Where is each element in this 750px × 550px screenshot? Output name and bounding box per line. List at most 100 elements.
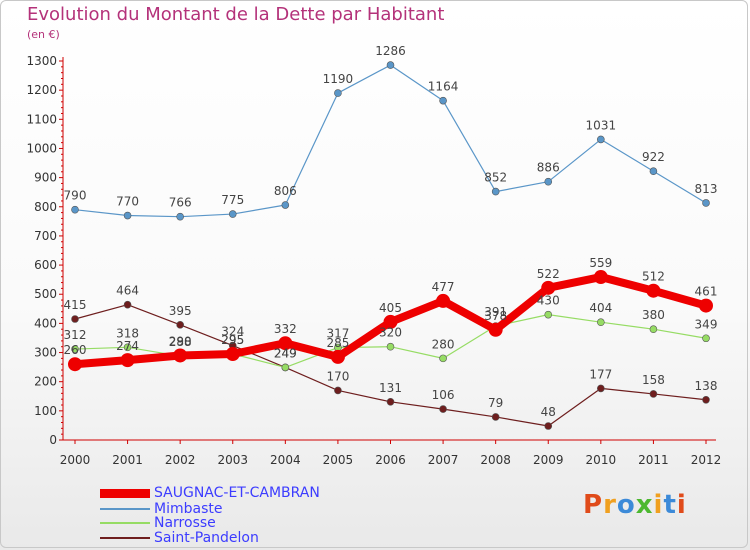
data-label-mimbaste: 886: [537, 161, 560, 175]
data-label-narrosse: 317: [326, 327, 349, 341]
data-point-mimbaste: [176, 212, 184, 221]
data-label-saint-pandelon: 106: [432, 388, 455, 402]
legend-item: Narrosse: [100, 515, 216, 531]
data-point-narrosse: [649, 325, 658, 334]
data-point-saugnac-et-cambran: [120, 353, 135, 368]
x-tick-label: 2001: [112, 453, 143, 467]
y-tick-label: 600: [34, 258, 57, 272]
data-label-narrosse: 312: [64, 328, 87, 342]
data-point-saugnac-et-cambran: [383, 314, 398, 329]
data-point-saint-pandelon: [491, 413, 500, 421]
legend-label: Narrosse: [154, 515, 216, 531]
data-point-saint-pandelon: [702, 395, 710, 404]
data-point-saugnac-et-cambran: [699, 298, 713, 313]
data-point-mimbaste: [281, 201, 290, 209]
data-label-saugnac-et-cambran: 477: [432, 280, 455, 294]
data-point-mimbaste: [71, 205, 79, 214]
data-label-saugnac-et-cambran: 512: [642, 270, 665, 284]
data-point-mimbaste: [649, 167, 658, 176]
data-label-saint-pandelon: 177: [589, 367, 612, 381]
legend-item: Saint-Pandelon: [100, 530, 259, 546]
data-label-narrosse: 380: [642, 308, 665, 322]
data-label-narrosse: 249: [274, 346, 297, 360]
data-label-saint-pandelon: 464: [116, 284, 139, 298]
y-tick-label: 500: [34, 287, 57, 301]
data-label-saugnac-et-cambran: 274: [116, 339, 139, 353]
series-line-mimbaste: [74, 64, 707, 218]
legend-swatch: [100, 488, 150, 498]
data-label-saint-pandelon: 249: [274, 346, 297, 360]
data-point-saint-pandelon: [176, 321, 184, 329]
data-label-saint-pandelon: 138: [695, 379, 718, 393]
data-point-narrosse: [439, 354, 447, 363]
data-point-saint-pandelon: [123, 300, 132, 309]
data-point-mimbaste: [386, 61, 395, 69]
data-point-saugnac-et-cambran: [278, 336, 293, 351]
legend-swatch: [100, 508, 150, 510]
data-label-saugnac-et-cambran: 332: [274, 322, 297, 336]
data-point-narrosse: [702, 334, 710, 343]
x-tick-label: 2003: [217, 453, 248, 467]
chart-subtitle: (en €): [27, 28, 60, 41]
y-tick-label: 700: [34, 229, 57, 243]
data-label-saugnac-et-cambran: 285: [326, 336, 349, 350]
data-label-mimbaste: 1031: [586, 118, 617, 132]
data-point-saint-pandelon: [71, 315, 79, 323]
data-point-saint-pandelon: [334, 386, 342, 395]
data-point-saint-pandelon: [649, 390, 658, 398]
x-tick-label: 2008: [480, 453, 511, 467]
data-label-saugnac-et-cambran: 290: [169, 334, 192, 348]
y-tick-label: 1300: [26, 54, 57, 68]
data-point-saint-pandelon: [386, 398, 395, 406]
x-tick-label: 2011: [638, 453, 669, 467]
data-label-saugnac-et-cambran: 260: [64, 343, 87, 357]
data-label-mimbaste: 766: [169, 196, 192, 210]
data-point-saugnac-et-cambran: [593, 270, 608, 285]
data-label-mimbaste: 770: [116, 195, 139, 209]
data-label-saint-pandelon: 324: [221, 325, 244, 339]
data-label-narrosse: 318: [116, 326, 139, 340]
data-point-mimbaste: [439, 96, 447, 105]
data-point-saugnac-et-cambran: [488, 322, 503, 337]
data-label-narrosse: 349: [695, 317, 718, 331]
data-point-narrosse: [123, 343, 132, 352]
data-point-saugnac-et-cambran: [68, 357, 82, 372]
data-point-saint-pandelon: [439, 405, 447, 413]
data-point-mimbaste: [597, 135, 605, 144]
data-point-saint-pandelon: [597, 384, 605, 393]
legend-swatch: [100, 522, 150, 524]
data-label-narrosse: 404: [589, 301, 612, 315]
data-label-saugnac-et-cambran: 378: [484, 309, 507, 323]
x-tick-label: 2007: [428, 453, 459, 467]
data-label-narrosse: 391: [484, 305, 507, 319]
data-point-narrosse: [281, 363, 290, 372]
data-label-saugnac-et-cambran: 295: [221, 333, 244, 347]
data-point-mimbaste: [544, 177, 553, 186]
data-label-saint-pandelon: 131: [379, 381, 402, 395]
data-point-narrosse: [386, 342, 395, 351]
legend-label: Saint-Pandelon: [154, 530, 259, 546]
data-point-narrosse: [544, 310, 553, 319]
data-point-saugnac-et-cambran: [173, 348, 188, 363]
data-label-mimbaste: 1190: [323, 72, 354, 86]
data-label-saugnac-et-cambran: 559: [589, 256, 612, 270]
data-label-saint-pandelon: 415: [64, 298, 87, 312]
data-label-saugnac-et-cambran: 522: [537, 267, 560, 281]
x-tick-label: 2002: [165, 453, 196, 467]
data-label-saint-pandelon: 170: [326, 369, 349, 383]
data-point-mimbaste: [334, 89, 342, 97]
x-tick-label: 2005: [323, 453, 354, 467]
data-label-narrosse: 320: [379, 326, 402, 340]
data-point-narrosse: [71, 345, 79, 353]
data-point-saugnac-et-cambran: [646, 283, 661, 298]
legend-item: Mimbaste: [100, 501, 223, 517]
y-tick-label: 1000: [26, 141, 57, 155]
legend-label: Mimbaste: [154, 501, 223, 517]
data-label-mimbaste: 1164: [428, 80, 459, 94]
data-point-saugnac-et-cambran: [436, 293, 451, 308]
data-label-saint-pandelon: 395: [169, 304, 192, 318]
data-label-mimbaste: 790: [64, 189, 87, 203]
y-tick-label: 1100: [26, 112, 57, 126]
data-label-saugnac-et-cambran: 405: [379, 301, 402, 315]
